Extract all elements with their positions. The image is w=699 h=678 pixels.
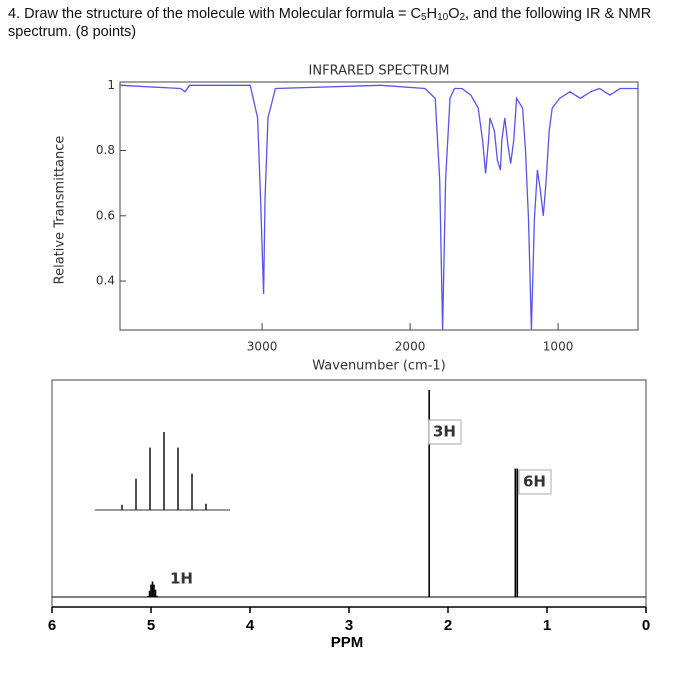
formula: 2 [459,12,466,23]
x-axis-label: PPM [331,634,364,651]
x-tick-label: 3000 [247,340,278,354]
x-tick-label: 1000 [543,340,574,354]
ir-trace [119,84,638,331]
label-box [518,469,552,495]
x-tick-label: 2 [444,617,452,634]
x-tick-label: 3 [345,617,353,634]
peak-label: 1H [170,570,193,588]
y-tick-label: 1 [107,78,115,92]
question-text: 4. Draw the structure of the molecule wi… [8,6,411,22]
question-text: , and the following IR & NMR spectrum. (… [8,6,652,40]
formula: 10 [437,12,449,23]
chart-title: INFRARED SPECTRUM [309,64,450,79]
y-tick-label: 0.6 [96,208,115,222]
peak-label: 3H [433,423,456,441]
x-tick-label: 5 [147,617,155,634]
x-axis-label: Wavenumber (cm-1) [312,359,445,374]
x-tick-label: 4 [246,617,255,634]
formula: 5 [421,12,427,23]
x-tick-label: 1 [543,617,551,634]
question: 4. Draw the structure of the molecule wi… [8,5,688,41]
formula: O [448,6,460,22]
formula: H [426,6,438,22]
y-tick-label: 0.8 [96,143,115,157]
plot-frame [119,81,639,331]
peak-label: 6H [523,473,546,491]
x-tick-label: 2000 [395,340,426,354]
y-axis-label: Relative Transmittance [53,136,68,285]
plot-frame [51,379,647,607]
y-tick-label: 0.4 [96,274,115,288]
label-box [428,419,462,445]
x-tick-label: 0 [642,617,650,634]
x-tick-label: 6 [48,617,56,634]
formula: C [410,6,422,22]
